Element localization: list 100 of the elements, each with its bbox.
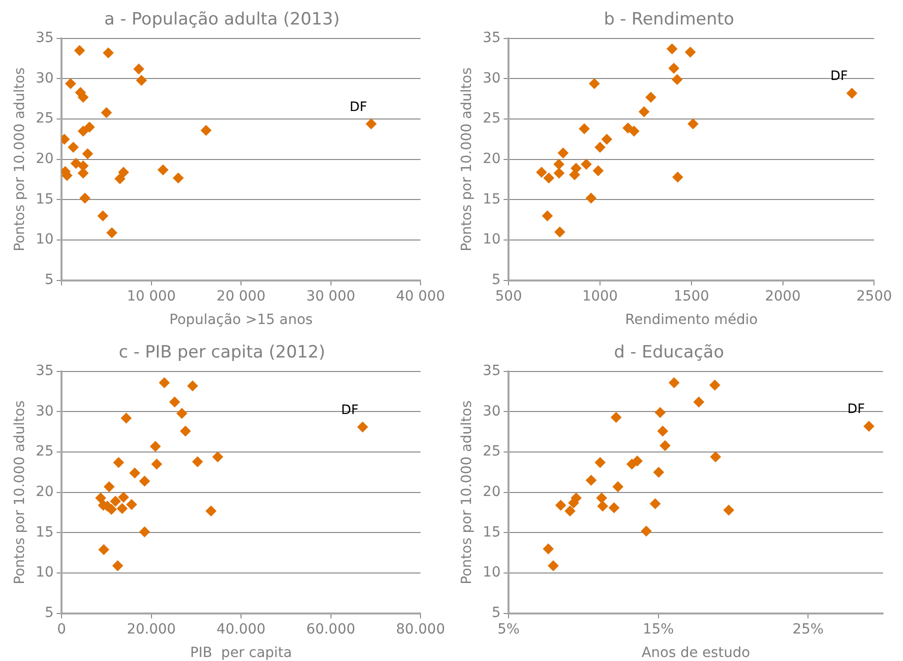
point — [542, 210, 553, 222]
point — [102, 47, 114, 58]
point — [112, 560, 124, 572]
point — [586, 192, 597, 204]
y-tick-label: 20 — [36, 151, 54, 168]
point — [626, 458, 638, 470]
point — [558, 147, 569, 158]
point — [172, 172, 184, 184]
point — [660, 440, 671, 452]
x-axis-title: Rendimento médio — [625, 312, 758, 328]
y-tick-label: 35 — [36, 30, 54, 46]
point — [586, 474, 597, 486]
point — [139, 526, 150, 538]
point — [366, 118, 377, 130]
y-tick-label: 30 — [482, 403, 501, 420]
y-tick-label: 5 — [492, 605, 501, 622]
point — [150, 440, 161, 452]
point — [120, 412, 132, 424]
point — [666, 43, 678, 54]
point — [113, 457, 124, 468]
y-tick-label: 25 — [36, 444, 54, 460]
y-tick-label: 20 — [482, 484, 501, 500]
x-tick-label: 500 — [495, 288, 522, 304]
annotation: DF — [350, 100, 368, 115]
y-tick-label: 35 — [36, 363, 54, 380]
point — [176, 408, 188, 419]
point — [82, 148, 94, 160]
y-tick-label: 5 — [44, 605, 54, 622]
point — [169, 396, 180, 408]
point — [657, 426, 668, 437]
y-tick-label: 25 — [482, 110, 501, 127]
x-tick-label: 2500 — [856, 288, 892, 304]
x-tick-label: 40.000 — [216, 621, 266, 638]
point — [553, 158, 564, 170]
point — [97, 210, 108, 222]
x-tick-label: 5% — [498, 621, 520, 638]
y-tick-label: 10 — [482, 564, 501, 581]
point — [139, 476, 150, 487]
point — [118, 166, 130, 178]
point — [84, 122, 95, 133]
x-tick-label: 15% — [642, 621, 674, 638]
chart-title: b - Rendimento — [604, 10, 734, 30]
y-tick-label: 10 — [482, 232, 501, 248]
annotation: DF — [847, 402, 865, 418]
chart-title: d - Educação — [614, 342, 724, 363]
point — [126, 499, 138, 510]
point — [601, 134, 612, 145]
point — [114, 173, 126, 184]
point — [569, 169, 580, 180]
x-axis-title: População >15 anos — [169, 312, 313, 328]
point — [200, 124, 212, 136]
point — [104, 481, 115, 492]
point — [668, 62, 680, 74]
x-tick-label: 25% — [792, 621, 824, 638]
chart-title: c - PIB per capita (2012) — [118, 342, 326, 363]
point — [668, 377, 680, 388]
x-tick-label: 60.000 — [306, 621, 356, 638]
point — [357, 422, 368, 433]
point — [588, 78, 600, 90]
x-axis-title: PIB per capita — [190, 645, 292, 661]
point — [608, 502, 620, 514]
y-tick-label: 5 — [492, 272, 501, 288]
point — [133, 64, 144, 75]
point — [98, 544, 110, 556]
y-tick-label: 30 — [36, 403, 54, 420]
point — [638, 106, 650, 118]
chart-title: a - População adulta (2013) — [104, 10, 340, 30]
point — [95, 492, 106, 504]
point — [693, 396, 704, 408]
point — [187, 380, 198, 392]
point — [594, 142, 606, 153]
y-tick-label: 35 — [482, 363, 501, 380]
point — [192, 456, 204, 468]
x-tick-label: 0 — [57, 621, 66, 638]
point — [594, 457, 606, 468]
point — [610, 412, 622, 423]
point — [564, 505, 576, 516]
x-tick-label: 10 000 — [126, 288, 176, 304]
x-tick-label: 20.000 — [126, 621, 176, 638]
point — [78, 126, 89, 137]
y-tick-label: 15 — [482, 524, 501, 540]
point — [846, 88, 858, 99]
y-tick-label: 25 — [36, 110, 54, 127]
point — [580, 158, 592, 170]
y-tick-label: 5 — [44, 272, 54, 288]
annotation: DF — [341, 402, 359, 418]
y-tick-label: 15 — [482, 191, 501, 208]
y-tick-label: 15 — [36, 524, 54, 540]
point — [596, 492, 608, 504]
point — [654, 407, 666, 418]
point — [68, 142, 79, 153]
x-tick-label: 1000 — [582, 288, 618, 304]
point — [212, 451, 224, 462]
point — [548, 560, 559, 572]
point — [158, 164, 168, 176]
point — [79, 192, 90, 204]
point — [554, 168, 565, 179]
point — [672, 172, 684, 183]
y-tick-label: 25 — [482, 444, 501, 460]
x-axis-title: Anos de estudo — [642, 645, 750, 661]
